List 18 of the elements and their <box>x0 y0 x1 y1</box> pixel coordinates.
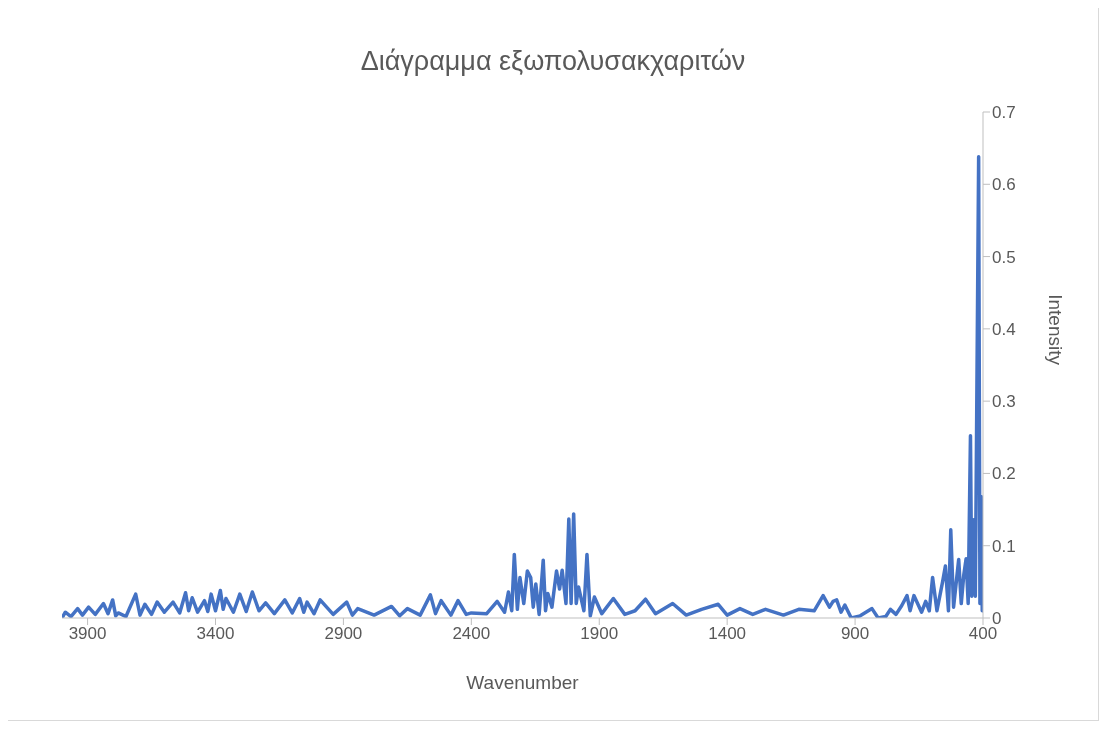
y-tick-label: 0.2 <box>992 464 1016 484</box>
y-tick-label: 0.7 <box>992 103 1016 123</box>
x-tick-label: 1900 <box>580 624 619 644</box>
x-tick-label: 3400 <box>196 624 235 644</box>
y-tick-label: 0.1 <box>992 536 1016 556</box>
y-axis-title: Intensity <box>1045 294 1067 366</box>
y-tick-label: 0.3 <box>992 392 1016 412</box>
y-tick-label: 0.5 <box>992 247 1016 267</box>
y-tick-label: 0.6 <box>992 175 1016 195</box>
y-tick-label: 0.4 <box>992 319 1016 339</box>
x-axis-title: Wavenumber <box>466 672 580 693</box>
x-tick-label: 2900 <box>324 624 363 644</box>
x-tick-label: 900 <box>840 624 870 644</box>
x-tick-label: 400 <box>968 624 998 644</box>
x-tick-label: 2400 <box>452 624 491 644</box>
x-tick-label: 3900 <box>68 624 107 644</box>
chart-title: Διάγραμμα εξωπολυσακχαριτών <box>359 46 747 77</box>
x-tick-label: 1400 <box>708 624 747 644</box>
